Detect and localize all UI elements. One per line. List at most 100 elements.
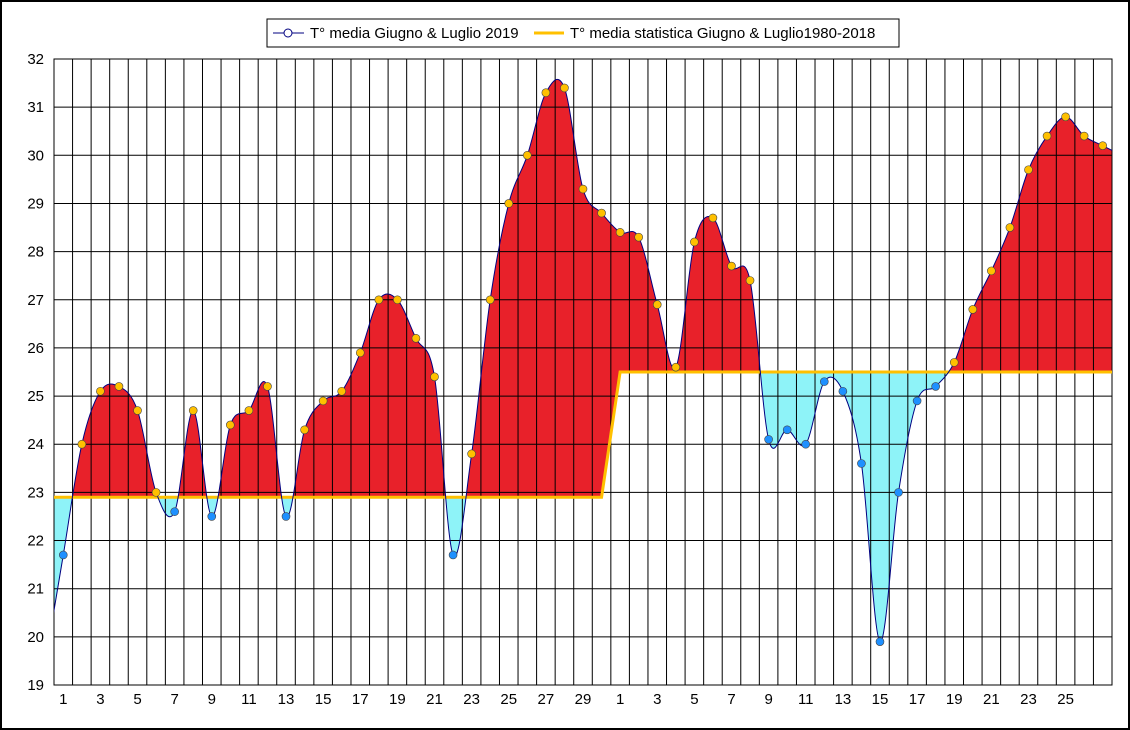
data-point xyxy=(987,266,996,276)
x-tick-label: 7 xyxy=(727,691,735,708)
y-tick-label: 29 xyxy=(27,195,44,212)
y-tick-label: 31 xyxy=(27,99,44,116)
data-point xyxy=(931,382,940,391)
legend-label-average: T° media statistica Giugno & Luglio1980-… xyxy=(570,25,875,42)
data-point xyxy=(690,237,699,247)
data-point xyxy=(857,459,866,468)
data-point xyxy=(300,425,309,435)
grid-lines xyxy=(53,58,1113,686)
data-point xyxy=(226,420,235,430)
x-tick-label: 23 xyxy=(1020,691,1037,708)
data-point xyxy=(1024,165,1033,175)
x-tick-label: 1 xyxy=(616,691,624,708)
x-tick-label: 7 xyxy=(170,691,178,708)
data-point xyxy=(578,184,588,194)
data-point xyxy=(615,228,625,237)
x-tick-label: 3 xyxy=(653,691,661,708)
y-tick-label: 28 xyxy=(27,244,44,261)
x-tick-label: 5 xyxy=(690,691,698,708)
data-point xyxy=(96,386,105,396)
y-tick-label: 26 xyxy=(27,340,44,357)
data-point xyxy=(77,439,87,449)
y-tick-label: 22 xyxy=(27,533,44,550)
data-point xyxy=(374,295,384,305)
x-tick-label: 25 xyxy=(500,691,517,708)
legend-box xyxy=(266,18,900,48)
x-tick-label: 11 xyxy=(798,691,814,708)
data-point xyxy=(430,372,439,382)
y-tick-label: 27 xyxy=(27,292,44,309)
x-tick-label: 3 xyxy=(96,691,104,708)
x-tick-label: 1 xyxy=(59,691,67,708)
x-tick-label: 19 xyxy=(389,691,406,708)
data-point xyxy=(560,83,569,93)
x-tick-label: 29 xyxy=(575,691,592,708)
y-axis-ticks: 19 20 21 22 23 24 25 26 27 28 29 30 31 32 xyxy=(27,51,44,694)
x-tick-label: 11 xyxy=(241,691,257,708)
data-point xyxy=(467,449,476,459)
data-point xyxy=(318,396,328,406)
data-point xyxy=(764,435,773,444)
data-point xyxy=(1061,112,1070,122)
data-point xyxy=(281,512,291,521)
data-point xyxy=(1005,223,1015,232)
y-tick-label: 32 xyxy=(27,51,44,68)
y-tick-label: 20 xyxy=(27,629,44,646)
data-point xyxy=(337,386,347,396)
x-tick-label: 9 xyxy=(208,691,216,708)
data-point xyxy=(708,213,718,223)
data-point xyxy=(448,550,458,560)
data-point xyxy=(745,276,755,285)
data-markers xyxy=(58,83,1108,646)
x-axis-ticks: 1 3 5 7 9 11 13 15 17 19 21 23 25 27 29 1 3 5 7 9 11 13 15 17 19… xyxy=(59,691,1074,708)
x-tick-label: 15 xyxy=(315,691,332,708)
x-tick-label: 9 xyxy=(764,691,772,708)
data-point xyxy=(1042,131,1052,141)
x-tick-label: 19 xyxy=(946,691,963,708)
above-average-area xyxy=(54,79,1112,498)
data-point xyxy=(894,488,903,497)
data-point xyxy=(207,512,217,521)
x-tick-label: 17 xyxy=(909,691,926,708)
data-point xyxy=(504,199,514,208)
data-point xyxy=(58,550,68,560)
data-point xyxy=(170,507,179,516)
data-point xyxy=(875,637,885,646)
y-tick-label: 23 xyxy=(27,484,44,501)
y-tick-label: 21 xyxy=(27,581,44,598)
legend-label-observed: T° media Giugno & Luglio 2019 xyxy=(310,25,519,42)
average-series-line xyxy=(54,370,1112,499)
x-tick-label: 21 xyxy=(426,691,443,708)
x-tick-label: 21 xyxy=(983,691,1000,708)
data-point xyxy=(968,305,978,314)
data-point xyxy=(133,406,142,415)
legend: T° media Giugno & Luglio 2019 T° media st… xyxy=(266,18,900,48)
x-tick-label: 27 xyxy=(538,691,555,708)
y-tick-label: 30 xyxy=(27,147,44,164)
data-point xyxy=(652,300,662,309)
data-point xyxy=(1098,141,1108,150)
data-point xyxy=(912,396,922,406)
area-fills xyxy=(54,79,1112,666)
legend-marker-observed xyxy=(283,28,293,38)
data-point xyxy=(949,358,959,367)
data-point xyxy=(114,382,124,391)
data-point xyxy=(597,208,606,218)
x-tick-label: 23 xyxy=(463,691,480,708)
data-point xyxy=(355,348,365,358)
x-tick-label: 25 xyxy=(1057,691,1074,708)
x-tick-label: 5 xyxy=(133,691,141,708)
x-tick-label: 13 xyxy=(278,691,295,708)
data-point xyxy=(244,406,254,415)
y-tick-label: 19 xyxy=(27,677,44,694)
data-point xyxy=(263,382,272,391)
data-point xyxy=(819,377,829,386)
x-tick-label: 17 xyxy=(352,691,369,708)
data-point xyxy=(188,406,198,415)
x-tick-label: 13 xyxy=(835,691,852,708)
data-point xyxy=(727,261,736,271)
data-point xyxy=(1079,131,1089,141)
data-point xyxy=(393,295,402,305)
